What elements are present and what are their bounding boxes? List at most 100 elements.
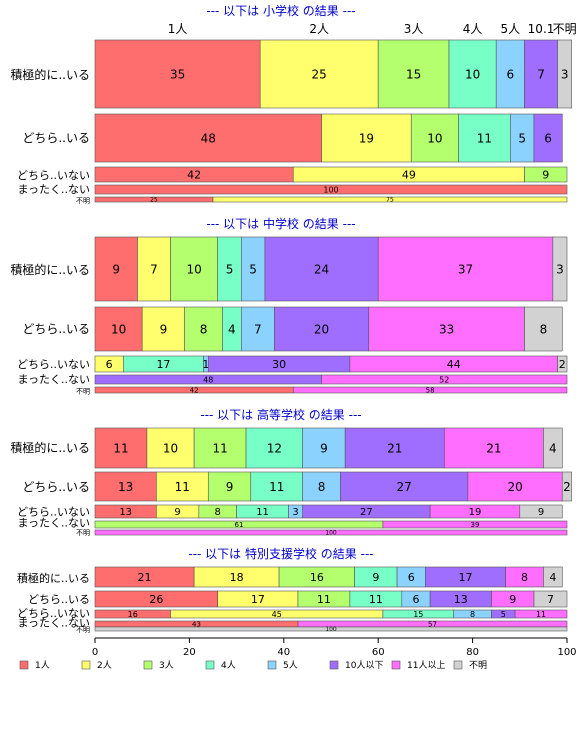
bar-segment (193, 427, 247, 469)
bar-segment (552, 236, 568, 302)
bar-segment (212, 196, 568, 203)
data-label: 25 (312, 67, 327, 81)
data-label: 7 (254, 322, 262, 336)
bar-segment (184, 306, 223, 352)
data-label: 19 (469, 507, 482, 518)
data-label: 10 (427, 131, 442, 145)
row-label: まったく..ない (17, 183, 90, 196)
row-label: どちら..いる (22, 322, 90, 336)
top-segment-label: 2人 (309, 22, 329, 36)
bar-segment (321, 374, 568, 385)
row-label: どちら..いる (22, 131, 90, 145)
data-label: 27 (397, 480, 412, 494)
panel-title: --- 以下は 特別支援学校 の結果 --- (188, 546, 373, 561)
row-label: 不明 (76, 387, 90, 395)
bar-segment (561, 471, 573, 502)
bar-segment (241, 306, 275, 352)
data-label: 45 (272, 610, 282, 619)
bar-segment (250, 471, 303, 502)
data-label: 9 (320, 441, 328, 455)
data-label: 39 (470, 521, 479, 529)
panel-title: --- 以下は 小学校 の結果 --- (206, 3, 355, 18)
data-label: 19 (359, 131, 374, 145)
legend-label: 5人 (283, 660, 298, 671)
data-label: 11 (175, 480, 190, 494)
data-label: 10 (465, 67, 480, 81)
data-label: 18 (230, 571, 244, 584)
data-label: 58 (426, 387, 435, 395)
top-segment-label: 不明 (553, 22, 577, 36)
data-label: 42 (187, 169, 201, 182)
data-label: 100 (325, 530, 337, 537)
legend-swatch (81, 660, 91, 670)
data-label: 11 (317, 593, 331, 606)
row-label: どちら..いる (22, 480, 90, 494)
data-label: 11 (212, 441, 227, 455)
data-label: 75 (386, 197, 394, 204)
data-label: 2 (559, 358, 566, 371)
data-label: 20 (507, 480, 522, 494)
row-label: 積極的に..いる (10, 67, 90, 82)
row-label: 積極的に..いる (10, 440, 90, 455)
data-label: 21 (486, 441, 501, 455)
data-label: 17 (251, 593, 265, 606)
bar-segment (94, 184, 568, 195)
bar-segment (259, 39, 379, 109)
bar-segment (533, 113, 563, 163)
bar-segment (410, 113, 459, 163)
bar-segment (557, 355, 568, 373)
bar-segment (524, 39, 558, 109)
bar-segment (141, 306, 185, 352)
data-label: 7 (537, 67, 545, 81)
bar-segment (146, 427, 195, 469)
bar-segment (94, 236, 138, 302)
bar-segment (377, 39, 450, 109)
data-label: 6 (412, 593, 419, 606)
data-label: 33 (439, 322, 454, 336)
top-segment-label: 10.1 (528, 22, 555, 36)
data-label: 6 (408, 571, 415, 584)
row-label: どちら..いない (17, 358, 90, 371)
data-label: 9 (509, 593, 516, 606)
data-label: 7 (547, 593, 554, 606)
data-label: 35 (170, 67, 185, 81)
data-label: 6 (507, 67, 515, 81)
data-label: 4 (549, 441, 557, 455)
x-tick-label: 40 (277, 647, 290, 658)
data-label: 10 (111, 322, 126, 336)
data-label: 42 (190, 387, 199, 395)
data-label: 44 (447, 358, 461, 371)
data-label: 9 (112, 262, 120, 276)
data-label: 13 (454, 593, 468, 606)
row-label: まったく..ない (17, 616, 90, 629)
data-label: 9 (542, 169, 549, 182)
bar-segment (94, 39, 261, 109)
data-label: 61 (234, 521, 243, 529)
data-label: 17 (156, 358, 170, 371)
bar-segment (382, 520, 568, 529)
legend-swatch (143, 660, 153, 670)
data-label: 9 (538, 507, 544, 518)
legend-swatch (329, 660, 339, 670)
bar-segment (94, 427, 148, 469)
x-tick-label: 80 (466, 647, 479, 658)
data-label: 3 (292, 507, 298, 518)
data-label: 30 (272, 358, 286, 371)
data-label: 7 (150, 262, 158, 276)
data-label: 5 (226, 262, 234, 276)
data-label: 8 (470, 610, 475, 619)
bar-segment (495, 39, 525, 109)
legend-swatch (267, 660, 277, 670)
data-label: 11 (269, 480, 284, 494)
row-label: 不明 (76, 626, 90, 634)
data-label: 4 (549, 571, 556, 584)
bar-segment (274, 306, 370, 352)
data-label: 49 (402, 169, 416, 182)
data-label: 11 (477, 131, 492, 145)
bar-segment (94, 626, 568, 632)
legend-label: 4人 (221, 660, 236, 671)
data-label: 20 (314, 322, 329, 336)
bar-segment (264, 236, 379, 302)
